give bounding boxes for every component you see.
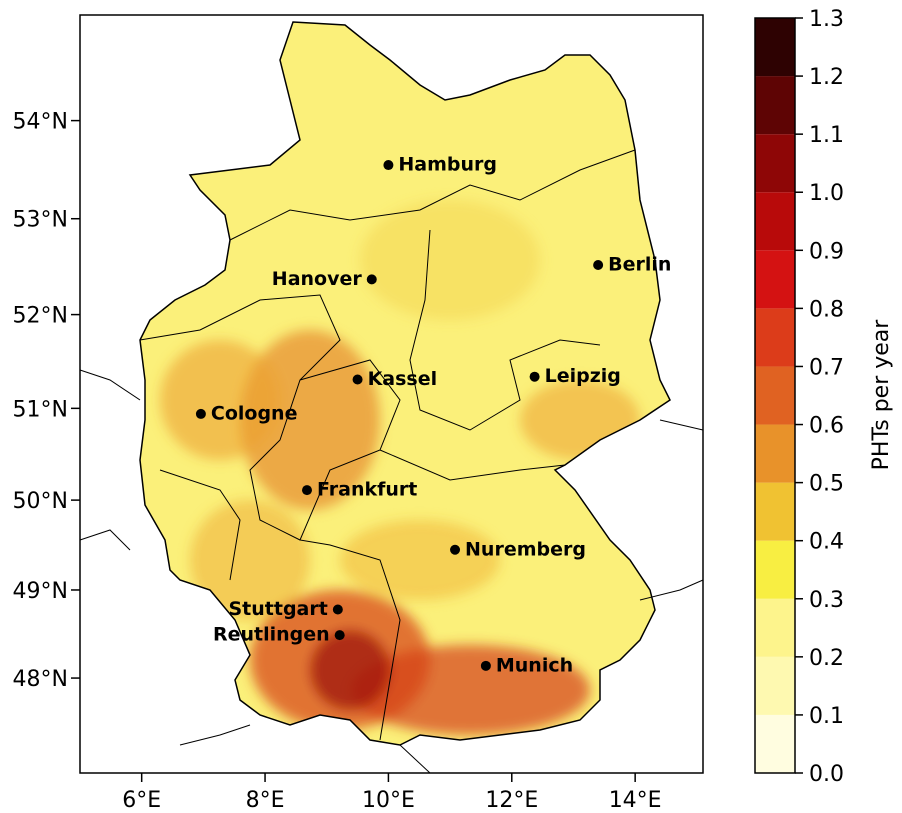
colorbar: 0.0 0.1 0.2 0.3 0.4 0.5 0.6 0.7 0.8 0.9 1.0 1.1 1.2 1… (754, 7, 844, 787)
colorbar-segment (755, 540, 795, 599)
x-tick-label: 12°E (485, 788, 538, 813)
city-marker (383, 160, 394, 171)
state-borders (79, 149, 704, 774)
city-label: Hanover (272, 268, 363, 290)
country-border (139, 21, 671, 746)
city-label: Frankfurt (317, 479, 417, 501)
city-marker (334, 630, 345, 641)
city-marker (529, 371, 540, 382)
x-tick-label: 14°E (609, 788, 662, 813)
y-tick-label: 49°N (13, 579, 68, 604)
y-tick-label: 50°N (13, 489, 68, 514)
city-label: Cologne (211, 402, 298, 424)
colorbar-tick-label: 0.8 (809, 297, 844, 322)
x-tick-label: 8°E (246, 788, 285, 813)
city-marker (480, 660, 491, 671)
colorbar-segment (755, 714, 795, 773)
map-frame (79, 14, 704, 774)
city-label: Hamburg (398, 154, 497, 176)
y-tick-label: 48°N (13, 667, 68, 692)
colorbar-label: PHTs per year (869, 319, 894, 471)
city-label: Nuremberg (465, 538, 586, 560)
colorbar-segment (755, 250, 795, 309)
colorbar-segment (755, 134, 795, 193)
colorbar-segment (755, 192, 795, 251)
map-layer: 6°E 8°E 10°E 12°E 14°E 48°N 49°N 50°N 51°N 52°N 53… (13, 110, 672, 813)
colorbar-tick-label: 1.2 (809, 65, 844, 90)
city-marker (195, 408, 206, 419)
colorbar-tick-label: 0.6 (809, 414, 844, 439)
city-marker (352, 374, 363, 385)
y-tick-label: 52°N (13, 304, 68, 329)
colorbar-tick-label: 0.3 (809, 588, 844, 613)
colorbar-tick-label: 1.1 (809, 123, 844, 148)
colorbar-tick-label: 0.9 (809, 239, 844, 264)
city-marker (301, 485, 312, 496)
city-label: Munich (496, 654, 573, 676)
city-marker (332, 604, 343, 615)
colorbar-tick-label: 0.1 (809, 704, 844, 729)
y-tick-label: 51°N (13, 397, 68, 422)
x-tick-label: 10°E (362, 788, 415, 813)
colorbar-segment (755, 598, 795, 657)
city-marker (593, 260, 604, 271)
colorbar-segment (755, 656, 795, 715)
y-tick-label: 53°N (13, 208, 68, 233)
colorbar-tick-label: 0.7 (809, 355, 844, 380)
colorbar-segment (755, 366, 795, 425)
y-tick-label: 54°N (13, 110, 68, 135)
city-marker (450, 544, 461, 555)
city-label: Berlin (608, 254, 671, 276)
x-tick-label: 6°E (122, 788, 161, 813)
colorbar-segment (755, 18, 795, 77)
city-label: Leipzig (545, 365, 621, 387)
colorbar-tick-label: 0.2 (809, 646, 844, 671)
city-label: Reutlingen (213, 624, 330, 646)
colorbar-tick-label: 0.5 (809, 472, 844, 497)
colorbar-frame (754, 17, 796, 774)
colorbar-segment (755, 76, 795, 135)
colorbar-tick-label: 0.0 (809, 762, 844, 787)
colorbar-segment (755, 308, 795, 367)
colorbar-tick-label: 1.3 (809, 7, 844, 32)
colorbar-tick-label: 0.4 (809, 530, 844, 555)
colorbar-tick-label: 1.0 (809, 181, 844, 206)
colorbar-segment (755, 424, 795, 483)
city-label: Kassel (368, 368, 438, 390)
colorbar-segment (755, 482, 795, 541)
city-label: Stuttgart (228, 598, 327, 620)
city-marker (366, 274, 377, 285)
